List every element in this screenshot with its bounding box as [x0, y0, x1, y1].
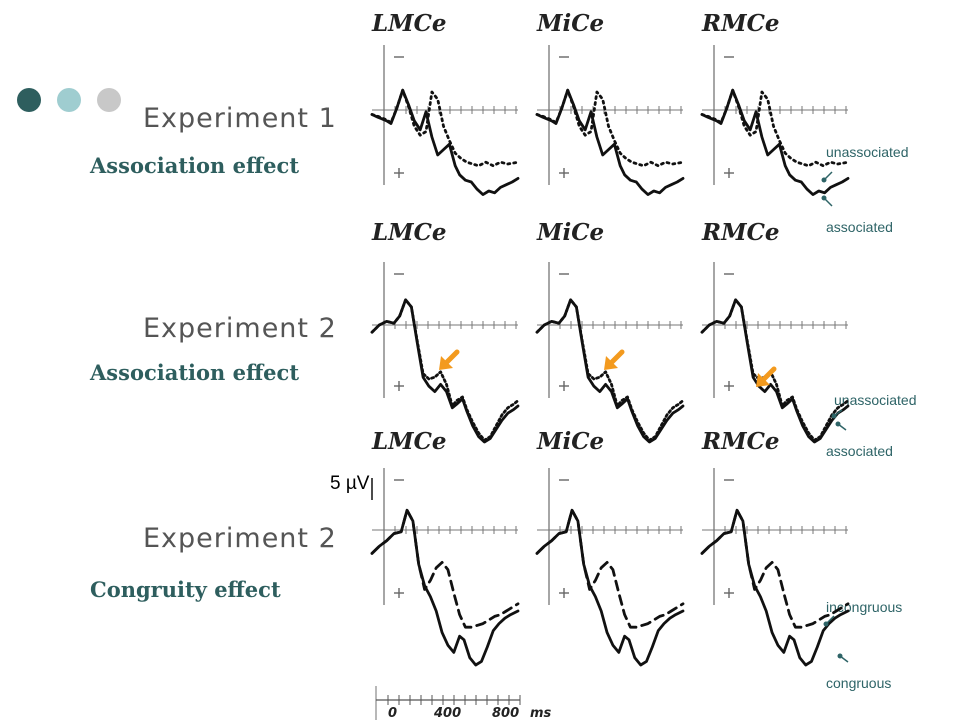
- channel-label-row2-mice: MiCe: [536, 219, 604, 246]
- waveform-unassociated-row1-mice: [535, 88, 685, 168]
- waveform-unassociated-row2-mice: [535, 298, 685, 442]
- legend-associated-2: associated: [826, 443, 893, 459]
- legend-pointer-unassociated-2-head: [831, 413, 837, 419]
- channel-label-row3-lmce: LMCe: [371, 428, 447, 455]
- decor-dot-dark: [17, 88, 41, 112]
- waveform-unassociated-row2-lmce: [370, 298, 520, 442]
- legend-pointer-unassociated-1-head: [821, 177, 827, 183]
- time-tick-800: 800: [492, 706, 519, 720]
- legend-pointer-associated-2-head: [835, 421, 841, 427]
- legend-pointer-congruous-head: [837, 653, 843, 659]
- waveform-associated-row1-rmce: [700, 88, 850, 196]
- channel-label-row1-lmce: LMCe: [371, 10, 447, 37]
- channel-label-row2-rmce: RMCe: [701, 219, 780, 246]
- legend-unassociated-2: unassociated: [834, 392, 917, 408]
- waveform-unassociated-row1-rmce: [700, 88, 850, 168]
- decor-dot-grey: [97, 88, 121, 112]
- waveform-associated-row1-lmce: [370, 88, 520, 196]
- waveform-incongruous-row3-rmce: [700, 508, 850, 629]
- legend-congruous: congruous: [826, 675, 892, 691]
- legend-pointer-incongruous-head: [823, 621, 829, 627]
- channel-label-row3-mice: MiCe: [536, 428, 604, 455]
- highlight-arrowhead-rmce: [756, 373, 770, 387]
- experiment-1-title: Experiment 1: [143, 103, 337, 134]
- highlight-arrowhead-lmce: [439, 356, 453, 370]
- association-effect-title-1: Association effect: [90, 153, 300, 178]
- waveform-associated-row1-mice: [535, 88, 685, 196]
- experiment-2-title-a: Experiment 2: [143, 313, 337, 344]
- experiment-2-title-b: Experiment 2: [143, 523, 337, 554]
- waveform-incongruous-row3-mice: [535, 508, 685, 629]
- channel-label-row3-rmce: RMCe: [701, 428, 780, 455]
- highlight-arrowhead-mice: [604, 356, 618, 370]
- legend-unassociated-1: unassociated: [826, 144, 909, 160]
- legend-pointer-associated-1-head: [821, 195, 827, 201]
- time-tick-0: 0: [388, 706, 397, 720]
- legend-associated-1: associated: [826, 219, 893, 235]
- waveform-unassociated-row2-rmce: [700, 298, 850, 442]
- association-effect-title-2: Association effect: [90, 360, 300, 385]
- decor-dot-light: [57, 88, 81, 112]
- time-tick-400: 400: [433, 706, 461, 720]
- time-axis-unit: ms: [530, 706, 552, 720]
- channel-label-row1-rmce: RMCe: [701, 10, 780, 37]
- voltage-scale-label: 5 µV: [330, 473, 370, 494]
- waveform-incongruous-row3-lmce: [370, 508, 520, 629]
- channel-label-row2-lmce: LMCe: [371, 219, 447, 246]
- waveform-unassociated-row1-lmce: [370, 88, 520, 168]
- channel-label-row1-mice: MiCe: [536, 10, 604, 37]
- congruity-effect-title: Congruity effect: [90, 577, 281, 602]
